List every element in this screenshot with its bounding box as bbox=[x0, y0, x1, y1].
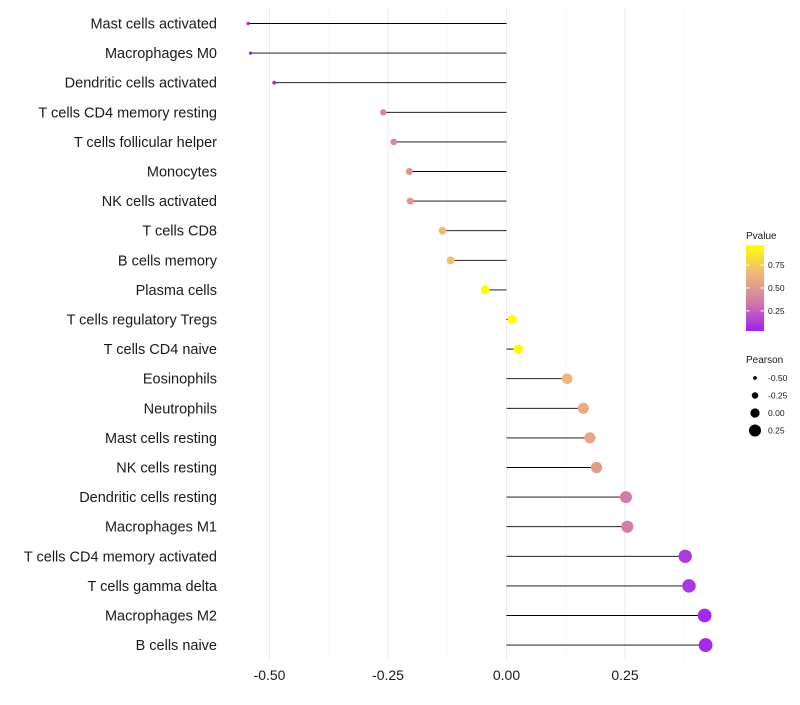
y-tick-label-16: Dendritic cells resting bbox=[79, 490, 217, 506]
legend-color-title: Pvalue bbox=[746, 231, 777, 242]
y-tick-label-0: Mast cells activated bbox=[90, 17, 217, 33]
point-6 bbox=[406, 197, 414, 205]
legend-size-label-0: -0.50 bbox=[768, 373, 788, 383]
y-tick-label-13: Neutrophils bbox=[144, 401, 217, 417]
point-14 bbox=[584, 432, 596, 444]
y-tick-labels: Mast cells activated Macrophages M0 Dendri… bbox=[24, 17, 218, 655]
legend-size-label-2: 0.00 bbox=[768, 408, 785, 418]
point-10 bbox=[507, 314, 517, 325]
point-2 bbox=[272, 80, 277, 85]
y-tick-label-2: Dendritic cells activated bbox=[65, 76, 217, 92]
y-tick-label-17: Macrophages M1 bbox=[105, 520, 217, 536]
y-tick-label-21: B cells naive bbox=[136, 638, 217, 654]
y-tick-label-12: Eosinophils bbox=[143, 372, 217, 388]
point-15 bbox=[590, 461, 603, 474]
legend: Pvalue 0.75 0.50 0.25 Pearson -0.50 -0.25 0.00 0… bbox=[746, 231, 788, 437]
grid-layer bbox=[269, 8, 685, 660]
legend-size-title: Pearson bbox=[746, 355, 783, 366]
x-tick-label-1: -0.25 bbox=[372, 667, 404, 683]
y-tick-label-10: T cells regulatory Tregs bbox=[67, 313, 217, 329]
legend-color-tick-2: 0.25 bbox=[768, 306, 785, 316]
stem-layer bbox=[248, 23, 706, 646]
legend-color-tick-1: 0.50 bbox=[768, 283, 785, 293]
x-tick-label-3: 0.25 bbox=[611, 667, 638, 683]
legend-size-key-1 bbox=[751, 392, 759, 399]
y-tick-label-19: T cells gamma delta bbox=[88, 579, 218, 595]
point-21 bbox=[698, 638, 713, 653]
y-tick-label-14: Mast cells resting bbox=[105, 431, 217, 447]
legend-colorbar bbox=[746, 245, 764, 331]
x-tick-label-0: -0.50 bbox=[254, 667, 286, 683]
point-0 bbox=[246, 21, 250, 26]
point-19 bbox=[682, 579, 696, 593]
point-11 bbox=[513, 344, 524, 354]
point-9 bbox=[480, 285, 490, 295]
point-4 bbox=[390, 138, 398, 146]
y-tick-label-9: Plasma cells bbox=[136, 283, 217, 299]
x-tick-labels: -0.50 -0.25 0.00 0.25 bbox=[254, 667, 639, 683]
y-tick-label-11: T cells CD4 naive bbox=[104, 342, 217, 358]
point-12 bbox=[561, 373, 573, 385]
point-8 bbox=[446, 256, 455, 265]
point-1 bbox=[248, 51, 253, 55]
y-tick-label-18: T cells CD4 memory activated bbox=[24, 549, 217, 565]
y-tick-label-20: Macrophages M2 bbox=[105, 609, 217, 625]
y-tick-label-5: Monocytes bbox=[147, 165, 217, 181]
legend-size-key-3 bbox=[748, 424, 762, 437]
legend-color-tick-0: 0.75 bbox=[768, 260, 785, 270]
legend-size-label-1: -0.25 bbox=[768, 391, 788, 401]
point-13 bbox=[577, 402, 589, 414]
y-tick-label-6: NK cells activated bbox=[102, 194, 217, 210]
y-tick-label-1: Macrophages M0 bbox=[105, 46, 217, 62]
point-5 bbox=[405, 167, 413, 176]
point-7 bbox=[438, 226, 447, 235]
y-tick-label-8: B cells memory bbox=[118, 253, 218, 269]
legend-size-label-3: 0.25 bbox=[768, 426, 785, 436]
y-tick-label-3: T cells CD4 memory resting bbox=[38, 105, 217, 121]
point-18 bbox=[678, 549, 692, 564]
point-layer bbox=[246, 21, 713, 653]
point-16 bbox=[619, 491, 632, 504]
point-3 bbox=[380, 109, 387, 116]
x-tick-label-2: 0.00 bbox=[493, 667, 520, 683]
y-tick-label-7: T cells CD8 bbox=[142, 224, 217, 240]
legend-size-key-2 bbox=[750, 408, 760, 418]
point-20 bbox=[697, 608, 712, 623]
legend-size-key-0 bbox=[753, 376, 757, 380]
y-tick-label-15: NK cells resting bbox=[116, 461, 217, 477]
y-tick-label-4: T cells follicular helper bbox=[74, 135, 217, 151]
point-17 bbox=[621, 520, 634, 533]
